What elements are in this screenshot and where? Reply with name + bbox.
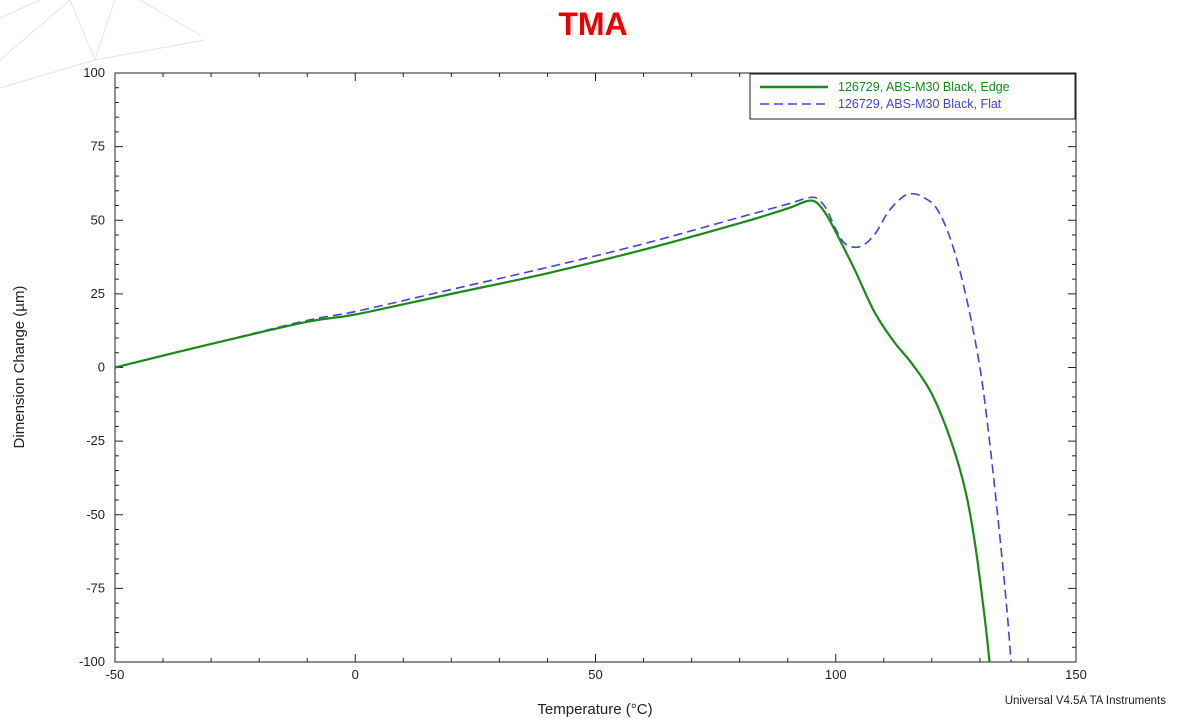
legend-box — [749, 73, 1076, 120]
x-tick-label: -50 — [106, 667, 125, 682]
axis-ticks: -50 0 50 100 150 -100 -75 -50 -25 0 25 50 75 100 — [79, 65, 1087, 682]
y-tick-label: 25 — [91, 286, 105, 301]
page-title: TMA — [558, 6, 628, 42]
legend-entry-edge: 126729, ABS-M30 Black, Edge — [838, 80, 1010, 94]
plot-area-frame — [114, 72, 1077, 663]
series-line-edge — [114, 199, 991, 663]
x-axis-label: Temperature (°C) — [537, 701, 652, 718]
legend: 126729, ABS-M30 Black, Edge 126729, ABS-… — [749, 73, 1076, 120]
x-tick-label: 100 — [825, 667, 847, 682]
y-tick-label: 50 — [91, 212, 105, 227]
background-decoration — [0, 0, 206, 89]
x-tick-label: 50 — [588, 667, 602, 682]
series-layer — [114, 192, 1012, 663]
y-tick-label: 100 — [83, 65, 105, 80]
y-tick-label: -100 — [79, 654, 105, 669]
y-axis-label: Dimension Change (µm) — [11, 286, 28, 449]
series-line-flat — [114, 192, 1012, 663]
x-tick-label: 150 — [1065, 667, 1087, 682]
legend-entry-flat: 126729, ABS-M30 Black, Flat — [838, 97, 1002, 111]
y-tick-label: -75 — [86, 580, 105, 595]
y-tick-label: 0 — [98, 360, 105, 375]
x-tick-label: 0 — [352, 667, 359, 682]
y-tick-label: 75 — [91, 139, 105, 154]
instrument-footer: Universal V4.5A TA Instruments — [1004, 695, 1166, 707]
y-tick-label: -50 — [86, 507, 105, 522]
y-tick-label: -25 — [86, 433, 105, 448]
